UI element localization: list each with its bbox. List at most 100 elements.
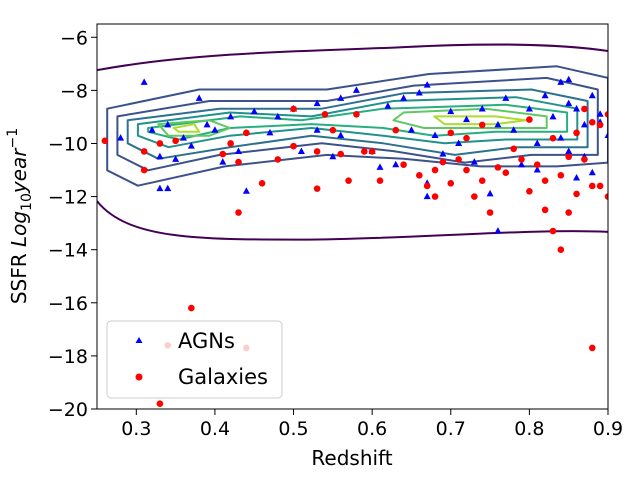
agn-point [423, 81, 431, 88]
agn-point [565, 99, 573, 107]
galaxy-point [549, 227, 557, 235]
galaxy-point [581, 156, 588, 163]
galaxy-point [345, 177, 352, 184]
x-tick-label: 0.9 [593, 418, 623, 440]
galaxy-point [596, 182, 604, 190]
galaxy-point [274, 156, 282, 163]
agn-point [156, 184, 164, 192]
agn-point [494, 227, 502, 234]
galaxy-point [337, 150, 345, 158]
agn-point [219, 158, 227, 165]
agn-point [329, 152, 337, 160]
galaxy-point [533, 161, 541, 169]
y-axis-label-math: Log [7, 211, 31, 247]
galaxy-point [439, 158, 447, 166]
galaxy-point [565, 153, 572, 161]
agn-point [376, 163, 384, 170]
contour-level-5 [392, 107, 548, 129]
agn-point [565, 75, 573, 83]
galaxy-point [392, 126, 400, 134]
agn-point [242, 187, 250, 194]
galaxy-point [463, 134, 470, 142]
galaxy-point [400, 161, 407, 169]
galaxy-point [596, 121, 604, 129]
contour-level-1 [116, 76, 599, 172]
y-tick-label: −16 [48, 293, 88, 315]
galaxy-point [423, 182, 431, 190]
legend-galaxy-marker [135, 373, 143, 381]
agn-point [407, 126, 415, 133]
y-axis-label-prefix: SSFR [7, 247, 31, 304]
contour-outer-top [97, 43, 608, 72]
agn-point [470, 158, 478, 165]
galaxy-point [502, 169, 510, 176]
galaxy-point [140, 166, 148, 174]
galaxy-point [447, 129, 455, 137]
agn-point [518, 160, 526, 168]
agn-point [297, 147, 305, 154]
galaxy-point [557, 246, 565, 253]
agn-point [573, 174, 581, 181]
galaxy-point [156, 400, 164, 407]
agn-point [266, 128, 274, 136]
galaxy-point [588, 182, 596, 190]
contour-outer-bottom [97, 200, 608, 241]
agn-point [439, 150, 447, 157]
contour-level-8 [172, 123, 201, 133]
galaxy-point [321, 110, 329, 118]
y-tick-label: −12 [48, 187, 88, 209]
y-tick-label: −18 [48, 346, 88, 368]
y-axis-label-subscript: 10 [19, 193, 35, 211]
galaxy-point [573, 190, 580, 198]
agn-point [140, 78, 148, 85]
galaxy-point [329, 126, 337, 134]
galaxy-point [431, 193, 439, 200]
y-axis-label-superscript: −1 [5, 128, 21, 149]
galaxy-point [510, 145, 517, 153]
galaxy-point [549, 134, 557, 142]
galaxy-point [353, 110, 360, 118]
agn-point [533, 139, 541, 146]
galaxy-point [494, 164, 502, 171]
galaxy-point [471, 193, 478, 200]
galaxy-point [463, 166, 470, 174]
galaxy-point [101, 137, 109, 145]
galaxy-point [235, 158, 242, 166]
x-tick-label: 0.3 [121, 418, 151, 440]
y-tick-label: −6 [60, 27, 88, 49]
agn-point [187, 142, 195, 149]
galaxy-point [376, 177, 384, 184]
galaxy-point [290, 142, 297, 150]
y-tick-label: −10 [48, 133, 88, 155]
galaxy-point [360, 148, 368, 155]
y-axis-label: SSFR Log10year−1 [5, 128, 35, 304]
galaxy-point [219, 150, 227, 158]
galaxy-point [227, 140, 234, 147]
agn-point [588, 168, 596, 176]
galaxy-point [156, 140, 164, 147]
galaxy-point [557, 172, 565, 179]
galaxy-point [541, 177, 549, 184]
agn-point [274, 112, 282, 120]
agn-point [337, 131, 345, 139]
galaxy-point [172, 137, 179, 145]
agn-point [557, 134, 565, 141]
agn-point [148, 126, 156, 133]
agn-point [604, 131, 608, 139]
legend-galaxy-label: Galaxies [178, 365, 268, 389]
galaxy-point [188, 304, 195, 312]
agn-point [431, 131, 439, 139]
y-tick-label: −14 [48, 240, 88, 262]
galaxy-point [518, 156, 525, 163]
y-tick-label: −8 [60, 80, 88, 102]
agn-point [565, 147, 573, 154]
x-tick-label: 0.5 [278, 418, 308, 440]
contour-level-7 [433, 115, 528, 126]
agn-point [352, 86, 360, 93]
legend-agn-label: AGNs [178, 329, 235, 353]
galaxy-point [140, 148, 148, 155]
x-tick-label: 0.8 [514, 418, 544, 440]
x-axis-label: Redshift [311, 446, 392, 470]
y-axis-ticks: −20 −18 −16 −14 −12 −10 −8 −6 [48, 27, 97, 421]
